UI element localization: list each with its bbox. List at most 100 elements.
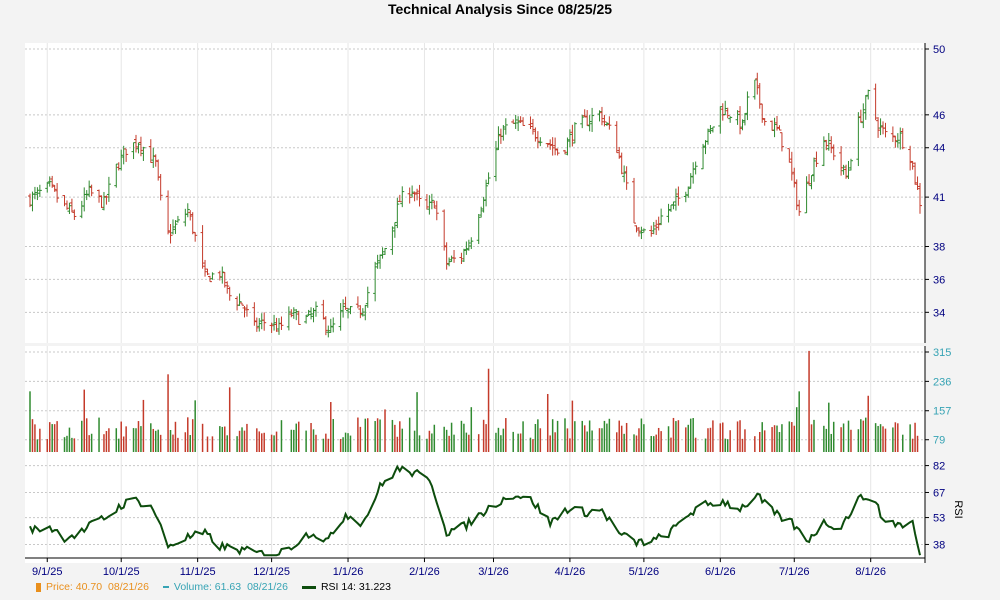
price-candle xyxy=(900,128,905,150)
price-candle xyxy=(619,152,624,175)
price-candle xyxy=(432,200,437,209)
rsi-tick-label: 53 xyxy=(933,513,945,525)
price-candle xyxy=(170,219,175,235)
price-candle xyxy=(856,112,861,167)
price-candle xyxy=(844,164,849,179)
price-candle xyxy=(826,133,831,151)
x-tick-label: 3/1/26 xyxy=(478,566,509,578)
price-candle xyxy=(104,195,109,205)
price-candle xyxy=(728,116,733,123)
price-candle xyxy=(742,113,747,126)
rsi-panel: 82 67 53 38 xyxy=(25,456,945,563)
price-candle xyxy=(328,318,333,333)
price-tick-label: 50 xyxy=(933,44,945,56)
price-candle xyxy=(755,72,760,95)
price-candle xyxy=(772,117,777,138)
price-candle xyxy=(797,199,802,216)
price-candle xyxy=(693,161,698,175)
price-candle xyxy=(207,275,212,283)
price-candle xyxy=(705,128,710,145)
price-candle xyxy=(676,186,681,206)
price-candle xyxy=(521,117,526,126)
price-candle xyxy=(360,308,365,317)
price-candle xyxy=(710,126,715,133)
price-candle xyxy=(64,200,69,210)
price-candle xyxy=(725,107,730,119)
price-candle xyxy=(32,186,37,200)
price-candle xyxy=(84,190,89,201)
price-candle xyxy=(895,133,900,148)
price-candle xyxy=(272,314,277,331)
price-candle xyxy=(893,135,898,148)
price-candle xyxy=(395,197,400,229)
price-candle xyxy=(634,225,639,233)
price-candle xyxy=(597,110,602,122)
price-candle xyxy=(562,149,567,155)
price-candle xyxy=(688,173,693,189)
price-candle xyxy=(459,252,464,265)
price-candle xyxy=(760,103,765,123)
volume-swatch-icon xyxy=(162,586,169,588)
price-candle xyxy=(550,137,555,156)
price-candle xyxy=(656,216,661,231)
price-candle xyxy=(671,201,676,210)
price-candle xyxy=(227,286,232,301)
price-candle xyxy=(203,259,208,277)
x-tick-label: 4/1/26 xyxy=(555,566,586,578)
volume-tick-label: 157 xyxy=(933,406,951,418)
legend: Price: 40.70 08/21/26 Volume: 61.63 08/2… xyxy=(36,580,405,594)
price-candle xyxy=(240,302,245,306)
price-candle xyxy=(649,225,654,237)
volume-tick-label: 315 xyxy=(933,347,951,359)
price-candle xyxy=(114,163,119,188)
price-candle xyxy=(484,179,489,207)
price-candle xyxy=(481,196,486,213)
price-candle xyxy=(607,116,612,130)
price-candle xyxy=(908,145,913,171)
price-candle xyxy=(119,149,124,171)
price-candle xyxy=(858,109,863,123)
price-candle xyxy=(587,115,592,132)
price-candle xyxy=(910,160,915,170)
price-candle xyxy=(138,136,143,157)
price-candle xyxy=(839,146,844,176)
price-candle xyxy=(429,193,434,210)
legend-volume-label: Volume: 61.63 xyxy=(173,581,242,593)
price-candle xyxy=(69,198,74,213)
price-candle xyxy=(365,286,370,308)
price-candle xyxy=(516,116,521,132)
price-candle xyxy=(641,228,646,233)
price-candle xyxy=(67,202,72,215)
price-candle xyxy=(841,164,846,175)
price-candle xyxy=(262,312,267,331)
price-candle xyxy=(326,325,331,338)
price-candle xyxy=(175,215,180,223)
price-candle xyxy=(848,158,853,171)
price-candle xyxy=(410,185,415,198)
x-tick-label: 12/1/25 xyxy=(253,566,290,578)
price-candle xyxy=(72,209,77,220)
price-candle xyxy=(294,309,299,321)
price-candle xyxy=(528,116,533,130)
price-candle xyxy=(861,103,866,129)
price-candle xyxy=(787,148,792,163)
rsi-series-line xyxy=(29,464,921,557)
price-candle xyxy=(723,100,728,115)
price-candle xyxy=(252,302,257,326)
volume-tick-label: 79 xyxy=(933,435,945,447)
price-candle xyxy=(434,200,439,221)
price-candle xyxy=(821,136,826,167)
price-candle xyxy=(590,107,595,132)
x-axis: 9/1/25 10/1/25 11/1/25 12/1/25 1/1/26 2/1/26 3… xyxy=(25,557,925,578)
price-candle xyxy=(735,110,740,125)
price-candle xyxy=(309,307,314,320)
price-tick-label: 41 xyxy=(933,192,945,204)
price-candle xyxy=(47,176,52,187)
price-candle xyxy=(124,148,129,162)
price-candle xyxy=(99,195,104,208)
price-candle xyxy=(55,183,60,203)
price-candle xyxy=(567,129,572,148)
price-candle xyxy=(452,250,457,263)
